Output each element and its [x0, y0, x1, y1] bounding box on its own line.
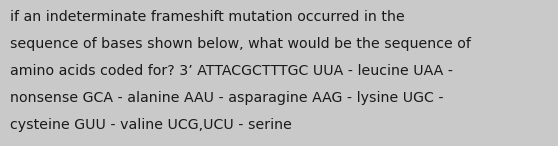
Text: nonsense GCA - alanine AAU - asparagine AAG - lysine UGC -: nonsense GCA - alanine AAU - asparagine …	[10, 91, 444, 105]
Text: sequence of bases shown below, what would be the sequence of: sequence of bases shown below, what woul…	[10, 37, 471, 51]
Text: cysteine GUU - valine UCG,UCU - serine: cysteine GUU - valine UCG,UCU - serine	[10, 118, 292, 132]
Text: amino acids coded for? 3’ ATTACGCTTTGC UUA - leucine UAA -: amino acids coded for? 3’ ATTACGCTTTGC U…	[10, 64, 453, 78]
Text: if an indeterminate frameshift mutation occurred in the: if an indeterminate frameshift mutation …	[10, 10, 405, 24]
